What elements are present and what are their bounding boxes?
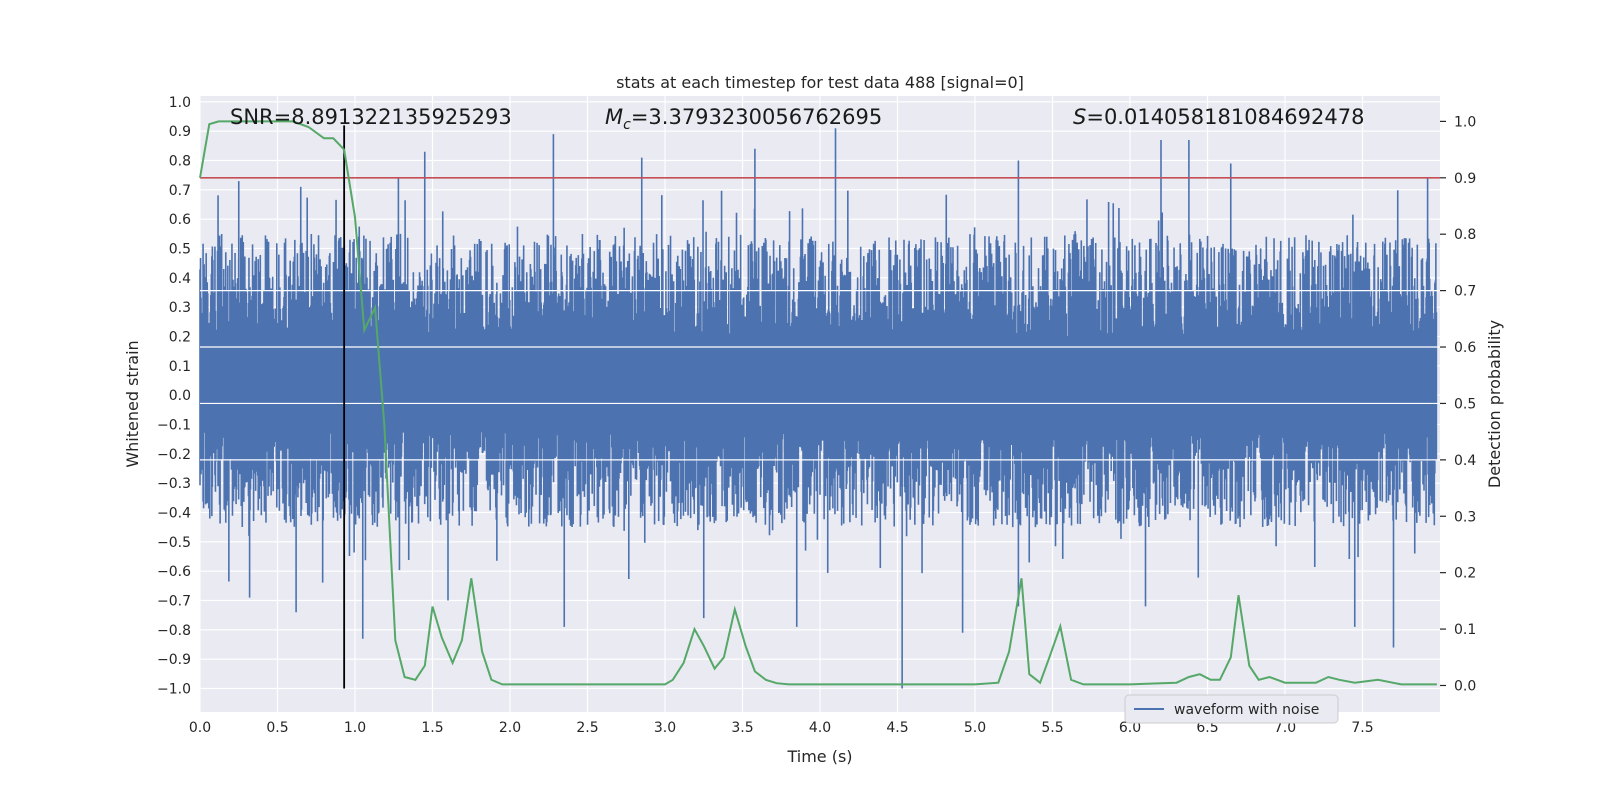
y-left-tick-label-12: −0.2 <box>157 447 191 463</box>
x-tick-label-0: 0.0 <box>189 720 211 736</box>
y-right-axis-label: Detection probability <box>1485 320 1504 488</box>
y-right-tick-label-3: 0.7 <box>1454 284 1476 300</box>
y-left-tick-label-10: 0.0 <box>169 388 191 404</box>
chirp-mass-value: =3.3793230056762695 <box>631 105 882 129</box>
x-tick-label-3: 1.5 <box>421 720 443 736</box>
y-right-tick-label-8: 0.2 <box>1454 566 1476 582</box>
y-right-tick-label-0: 1.0 <box>1454 114 1476 130</box>
s-symbol: S <box>1073 105 1086 129</box>
y-left-tick-label-8: 0.2 <box>169 330 191 346</box>
s-annotation: S=0.014058181084692478 <box>1073 105 1364 129</box>
y-right-tick-label-1: 0.9 <box>1454 171 1476 187</box>
x-tick-label-5: 2.5 <box>576 720 598 736</box>
x-tick-label-7: 3.5 <box>731 720 753 736</box>
y-left-tick-label-15: −0.5 <box>157 535 191 551</box>
legend: waveform with noise <box>1124 694 1339 724</box>
x-tick-label-15: 7.5 <box>1351 720 1373 736</box>
y-left-tick-label-16: −0.6 <box>157 564 191 580</box>
x-axis-label: Time (s) <box>786 747 852 766</box>
x-axis-ticks: 0.0 0.5 1.0 1.5 2.0 2.5 3.0 3.5 4.0 4.5 5.0 5.5 6.0 6… <box>189 720 1374 736</box>
y-left-tick-label-5: 0.5 <box>169 242 191 258</box>
y-left-tick-label-11: −0.1 <box>157 418 191 434</box>
y-right-tick-label-5: 0.5 <box>1454 396 1476 412</box>
y-right-tick-label-7: 0.3 <box>1454 509 1476 525</box>
s-value: =0.014058181084692478 <box>1086 105 1364 129</box>
y-left-tick-label-14: −0.4 <box>157 506 191 522</box>
x-tick-label-6: 3.0 <box>654 720 676 736</box>
y-left-axis-label: Whitened strain <box>123 340 142 467</box>
y-right-tick-label-4: 0.6 <box>1454 340 1476 356</box>
x-tick-label-11: 5.5 <box>1041 720 1063 736</box>
x-tick-label-4: 2.0 <box>499 720 521 736</box>
legend-label-waveform: waveform with noise <box>1174 702 1319 718</box>
y-left-tick-label-6: 0.4 <box>169 271 191 287</box>
x-tick-label-14: 7.0 <box>1274 720 1296 736</box>
y-right-tick-label-2: 0.8 <box>1454 227 1476 243</box>
x-tick-label-8: 4.0 <box>809 720 831 736</box>
chirp-mass-subscript: c <box>623 117 631 133</box>
y-left-tick-label-17: −0.7 <box>157 594 191 610</box>
y-left-tick-label-1: 0.9 <box>169 124 191 140</box>
y-left-tick-label-19: −0.9 <box>157 652 191 668</box>
x-tick-label-10: 5.0 <box>964 720 986 736</box>
x-tick-label-1: 0.5 <box>266 720 288 736</box>
y-left-tick-label-2: 0.8 <box>169 154 191 170</box>
probability-series-line <box>199 120 1437 686</box>
waveform-trace <box>199 128 1438 689</box>
x-tick-label-2: 1.0 <box>344 720 366 736</box>
y-left-tick-label-4: 0.6 <box>169 212 191 228</box>
y-right-tick-label-9: 0.1 <box>1454 622 1476 638</box>
snr-annotation: SNR=8.891322135925293 <box>230 105 512 129</box>
y-left-tick-label-3: 0.7 <box>169 183 191 199</box>
y-left-tick-label-20: −1.0 <box>157 682 191 698</box>
x-tick-label-13: 6.5 <box>1196 720 1218 736</box>
x-tick-label-9: 4.5 <box>886 720 908 736</box>
y-right-tick-label-6: 0.4 <box>1454 453 1476 469</box>
y-left-tick-label-7: 0.3 <box>169 300 191 316</box>
chirp-mass-symbol: M <box>605 105 623 129</box>
waveform-series <box>199 128 1440 689</box>
y-left-tick-label-18: −0.8 <box>157 623 191 639</box>
y-left-tick-label-9: 0.1 <box>169 359 191 375</box>
y-right-axis-ticks: 1.0 0.9 0.8 0.7 0.6 0.5 0.4 0.3 0.2 0.1 0.0 <box>1440 114 1476 694</box>
chirp-mass-annotation: Mc=3.3793230056762695 <box>605 105 882 133</box>
legend-box <box>1124 694 1339 724</box>
chart-title: stats at each timestep for test data 488… <box>616 73 1024 92</box>
x-tick-label-12: 6.0 <box>1119 720 1141 736</box>
y-left-tick-label-0: 1.0 <box>169 95 191 111</box>
y-left-axis-ticks: 1.0 0.9 0.8 0.7 0.6 0.5 0.4 0.3 0.2 0.1 0.0 −0.1 −0.… <box>157 95 191 698</box>
y-left-tick-label-13: −0.3 <box>157 476 191 492</box>
y-right-tick-label-10: 0.0 <box>1454 678 1476 694</box>
